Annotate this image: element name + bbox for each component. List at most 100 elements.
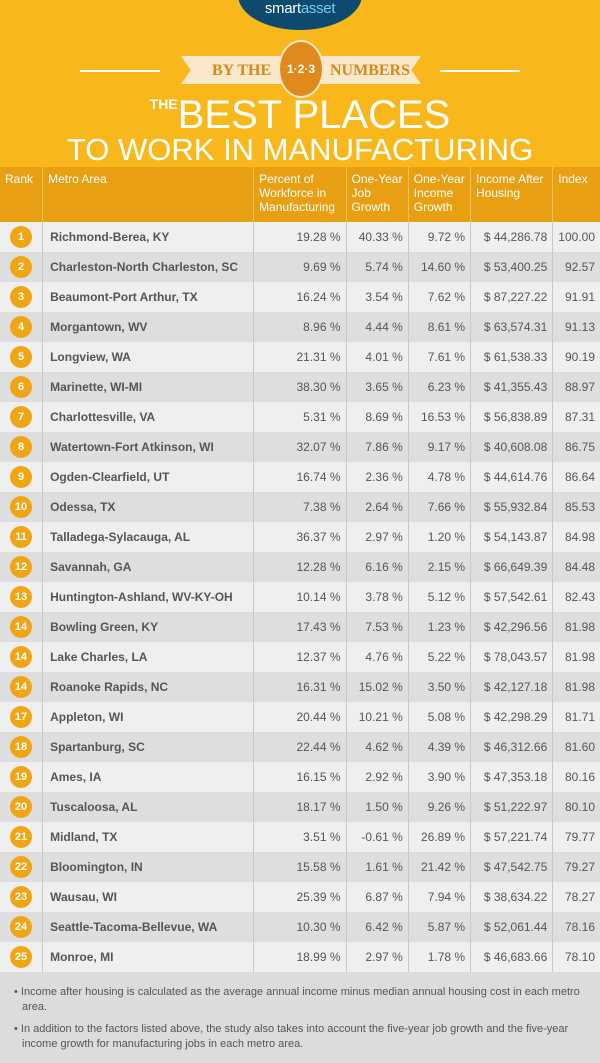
table-row: 21 Midland, TX 3.51 % -0.61 % 26.89 % $ 57,22… — [0, 822, 600, 852]
rank-badge: 20 — [10, 796, 33, 818]
cell-job-growth: 3.78 % — [346, 582, 409, 612]
smartasset-logo: smartasset — [238, 0, 362, 30]
table-row: 20 Tuscaloosa, AL 18.17 % 1.50 % 9.26 % $ 51,… — [0, 792, 600, 822]
cell-metro-area: Midland, TX — [42, 822, 255, 852]
col-metro: Metro Area — [42, 167, 255, 222]
cell-index: 92.57 — [552, 252, 600, 282]
table-row: 23 Wausau, WI 25.39 % 6.87 % 7.94 % $ 38,634.… — [0, 882, 600, 912]
cell-percent-workforce: 20.44 % — [253, 702, 347, 732]
cell-job-growth: 2.36 % — [346, 462, 409, 492]
table-row: 5 Longview, WA 21.31 % 4.01 % 7.61 % $ 61,538… — [0, 342, 600, 372]
cell-percent-workforce: 22.44 % — [253, 732, 347, 762]
footnotes: • Income after housing is calculated as … — [0, 972, 600, 1063]
cell-income-after-housing: $ 56,838.89 — [470, 402, 554, 432]
cell-income-growth: 9.17 % — [408, 432, 472, 462]
cell-index: 87.31 — [552, 402, 600, 432]
cell-income-after-housing: $ 63,574.31 — [470, 312, 554, 342]
cell-metro-area: Talladega-Sylacauga, AL — [42, 522, 255, 552]
cell-income-after-housing: $ 47,542.75 — [470, 852, 554, 882]
cell-percent-workforce: 10.30 % — [253, 912, 347, 942]
table-row: 11 Talladega-Sylacauga, AL 36.37 % 2.97 % 1.… — [0, 522, 600, 552]
rank-badge: 8 — [10, 436, 33, 458]
cell-rank: 14 — [0, 612, 44, 642]
cell-income-growth: 5.87 % — [408, 912, 472, 942]
cell-job-growth: 15.02 % — [346, 672, 409, 702]
cell-rank: 1 — [0, 222, 44, 252]
cell-rank: 8 — [0, 432, 44, 462]
rank-badge: 14 — [10, 646, 33, 668]
cell-index: 79.77 — [552, 822, 600, 852]
cell-percent-workforce: 16.74 % — [253, 462, 347, 492]
cell-income-growth: 9.26 % — [408, 792, 472, 822]
cell-income-growth: 5.08 % — [408, 702, 472, 732]
cell-index: 85.53 — [552, 492, 600, 522]
cell-income-growth: 6.23 % — [408, 372, 472, 402]
cell-rank: 17 — [0, 702, 44, 732]
cell-metro-area: Seattle-Tacoma-Bellevue, WA — [42, 912, 255, 942]
cell-metro-area: Appleton, WI — [42, 702, 255, 732]
cell-percent-workforce: 19.28 % — [253, 222, 347, 252]
cell-income-after-housing: $ 52,061.44 — [470, 912, 554, 942]
cell-metro-area: Charleston-North Charleston, SC — [42, 252, 255, 282]
cell-income-growth: 9.72 % — [408, 222, 472, 252]
rank-badge: 17 — [10, 706, 33, 728]
cell-income-growth: 8.61 % — [408, 312, 472, 342]
cell-income-after-housing: $ 53,400.25 — [470, 252, 554, 282]
rank-badge: 4 — [10, 316, 33, 338]
cell-job-growth: 7.53 % — [346, 612, 409, 642]
cell-rank: 5 — [0, 342, 44, 372]
table-row: 12 Savannah, GA 12.28 % 6.16 % 2.15 % $ 66,64… — [0, 552, 600, 582]
cell-index: 100.00 — [552, 222, 600, 252]
title-the: THE — [149, 96, 178, 112]
cell-metro-area: Richmond-Berea, KY — [42, 222, 255, 252]
cell-income-after-housing: $ 40,608.08 — [470, 432, 554, 462]
cell-percent-workforce: 9.69 % — [253, 252, 347, 282]
cell-income-after-housing: $ 51,222.97 — [470, 792, 554, 822]
cell-metro-area: Tuscaloosa, AL — [42, 792, 255, 822]
table-row: 24 Seattle-Tacoma-Bellevue, WA 10.30 % 6.42… — [0, 912, 600, 942]
cell-job-growth: 3.65 % — [346, 372, 409, 402]
cell-job-growth: 4.62 % — [346, 732, 409, 762]
cell-index: 81.60 — [552, 732, 600, 762]
cell-job-growth: 10.21 % — [346, 702, 409, 732]
cell-job-growth: 2.97 % — [346, 942, 409, 972]
cell-rank: 18 — [0, 732, 44, 762]
table-header: Rank Metro Area Percent of Workforce in … — [0, 167, 600, 222]
cell-income-after-housing: $ 46,312.66 — [470, 732, 554, 762]
cell-rank: 6 — [0, 372, 44, 402]
table-row: 6 Marinette, WI-MI 38.30 % 3.65 % 6.23 % $ 41… — [0, 372, 600, 402]
table-row: 13 Huntington-Ashland, WV-KY-OH 10.14 % 3.7… — [0, 582, 600, 612]
cell-job-growth: 7.86 % — [346, 432, 409, 462]
table-row: 4 Morgantown, WV 8.96 % 4.44 % 8.61 % $ 63,57… — [0, 312, 600, 342]
cell-job-growth: 4.01 % — [346, 342, 409, 372]
cell-index: 81.98 — [552, 642, 600, 672]
cell-income-growth: 3.90 % — [408, 762, 472, 792]
rank-badge: 12 — [10, 556, 33, 578]
cell-job-growth: 2.92 % — [346, 762, 409, 792]
cell-percent-workforce: 10.14 % — [253, 582, 347, 612]
cell-rank: 24 — [0, 912, 44, 942]
cell-percent-workforce: 21.31 % — [253, 342, 347, 372]
cell-income-growth: 5.12 % — [408, 582, 472, 612]
cell-percent-workforce: 17.43 % — [253, 612, 347, 642]
cell-income-after-housing: $ 87,227.22 — [470, 282, 554, 312]
divider-left — [80, 70, 160, 72]
table-row: 19 Ames, IA 16.15 % 2.92 % 3.90 % $ 47,353.18… — [0, 762, 600, 792]
cell-metro-area: Charlottesville, VA — [42, 402, 255, 432]
cell-rank: 19 — [0, 762, 44, 792]
banner-left-text: BY THE — [212, 62, 272, 79]
cell-percent-workforce: 32.07 % — [253, 432, 347, 462]
rankings-table: Rank Metro Area Percent of Workforce in … — [0, 167, 600, 972]
cell-metro-area: Monroe, MI — [42, 942, 255, 972]
cell-metro-area: Marinette, WI-MI — [42, 372, 255, 402]
cell-index: 81.98 — [552, 672, 600, 702]
cell-metro-area: Lake Charles, LA — [42, 642, 255, 672]
cell-metro-area: Roanoke Rapids, NC — [42, 672, 255, 702]
cell-index: 82.43 — [552, 582, 600, 612]
cell-rank: 2 — [0, 252, 44, 282]
table-row: 10 Odessa, TX 7.38 % 2.64 % 7.66 % $ 55,932.8… — [0, 492, 600, 522]
cell-percent-workforce: 36.37 % — [253, 522, 347, 552]
rank-badge: 25 — [10, 946, 33, 968]
cell-income-after-housing: $ 42,298.29 — [470, 702, 554, 732]
cell-job-growth: 8.69 % — [346, 402, 409, 432]
